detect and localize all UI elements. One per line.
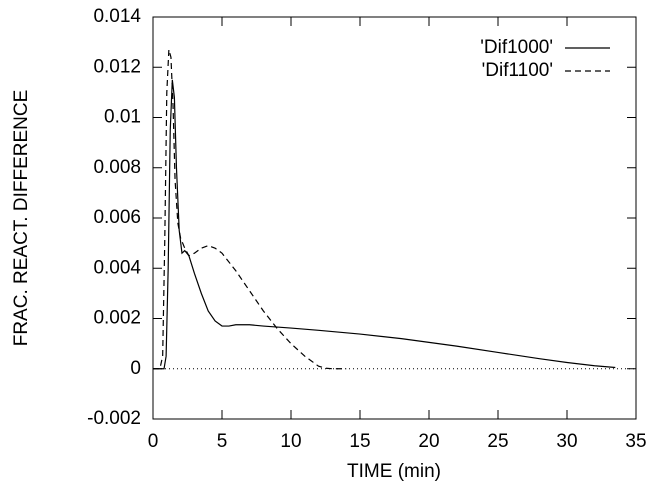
y-tick-label: 0.012 <box>93 56 141 77</box>
x-tick-label: 5 <box>217 431 228 452</box>
x-tick-label: 35 <box>625 431 646 452</box>
y-axis-label: FRAC. REACT. DIFFERENCE <box>11 90 32 347</box>
legend-label: 'Dif1000' <box>480 37 553 58</box>
x-tick-label: 15 <box>349 431 370 452</box>
plot-frame <box>152 16 637 420</box>
series-line <box>153 79 616 370</box>
y-tick-label: 0.008 <box>93 157 141 178</box>
y-tick-label: 0.01 <box>104 107 141 128</box>
legend-label: 'Dif1100' <box>482 60 553 81</box>
y-tick-label: 0.014 <box>93 6 141 27</box>
x-tick-label: 0 <box>148 431 159 452</box>
x-axis-label: TIME (min) <box>347 461 441 482</box>
series-line <box>153 49 347 370</box>
x-tick-label: 30 <box>556 431 577 452</box>
x-tick-label: 25 <box>487 431 508 452</box>
y-tick-label: -0.002 <box>87 408 141 429</box>
y-tick-label: 0.002 <box>93 308 141 329</box>
y-tick-label: 0 <box>130 358 141 379</box>
y-tick-label: 0.006 <box>93 207 141 228</box>
x-tick-label: 20 <box>418 431 439 452</box>
x-tick-label: 10 <box>280 431 301 452</box>
y-tick-label: 0.004 <box>93 257 141 278</box>
